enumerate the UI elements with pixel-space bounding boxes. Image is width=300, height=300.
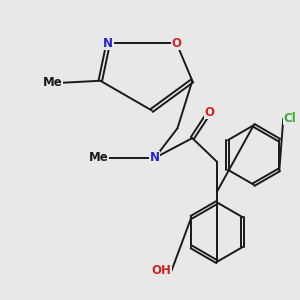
Text: Cl: Cl	[283, 112, 296, 125]
Text: O: O	[172, 37, 182, 50]
Text: N: N	[150, 152, 160, 164]
Text: Me: Me	[88, 152, 108, 164]
Text: N: N	[103, 37, 113, 50]
Text: Me: Me	[43, 76, 63, 89]
Text: O: O	[204, 106, 214, 119]
Text: OH: OH	[152, 264, 172, 277]
